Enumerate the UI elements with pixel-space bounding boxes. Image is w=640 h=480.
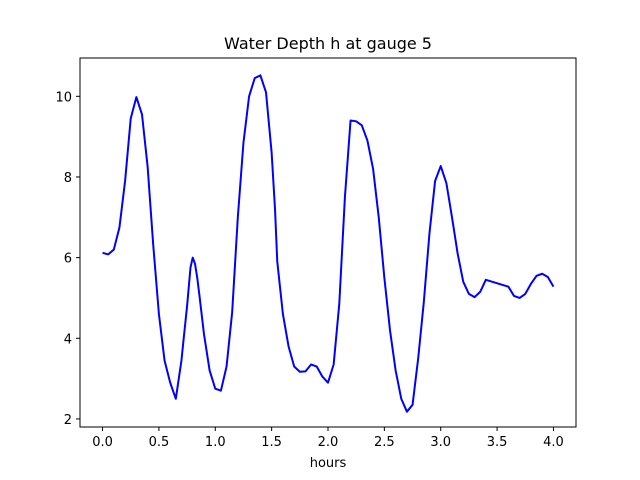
x-axis-label: hours <box>310 456 347 471</box>
x-tick-label: 4.0 <box>543 435 564 450</box>
x-tick-label: 2.5 <box>374 435 395 450</box>
x-tick-label: 2.0 <box>318 435 339 450</box>
x-tick-label: 0.0 <box>92 435 113 450</box>
chart-title: Water Depth h at gauge 5 <box>224 34 432 53</box>
plot-area <box>102 74 555 413</box>
x-tick-label: 1.5 <box>261 435 282 450</box>
y-tick-label: 2 <box>64 413 72 428</box>
x-axis-ticks: 0.0 0.5 1.0 1.5 2.0 2.5 3.0 3.5 4.0 <box>92 427 564 450</box>
series-line <box>102 74 555 413</box>
y-tick-label: 4 <box>64 332 72 347</box>
y-tick-label: 10 <box>55 90 72 105</box>
x-tick-label: 3.5 <box>487 435 508 450</box>
x-tick-label: 1.0 <box>205 435 226 450</box>
x-tick-label: 3.0 <box>430 435 451 450</box>
y-tick-label: 6 <box>64 252 72 267</box>
y-axis-ticks: 2 4 6 8 10 <box>55 90 80 428</box>
x-tick-label: 0.5 <box>149 435 170 450</box>
y-tick-label: 8 <box>64 171 72 186</box>
